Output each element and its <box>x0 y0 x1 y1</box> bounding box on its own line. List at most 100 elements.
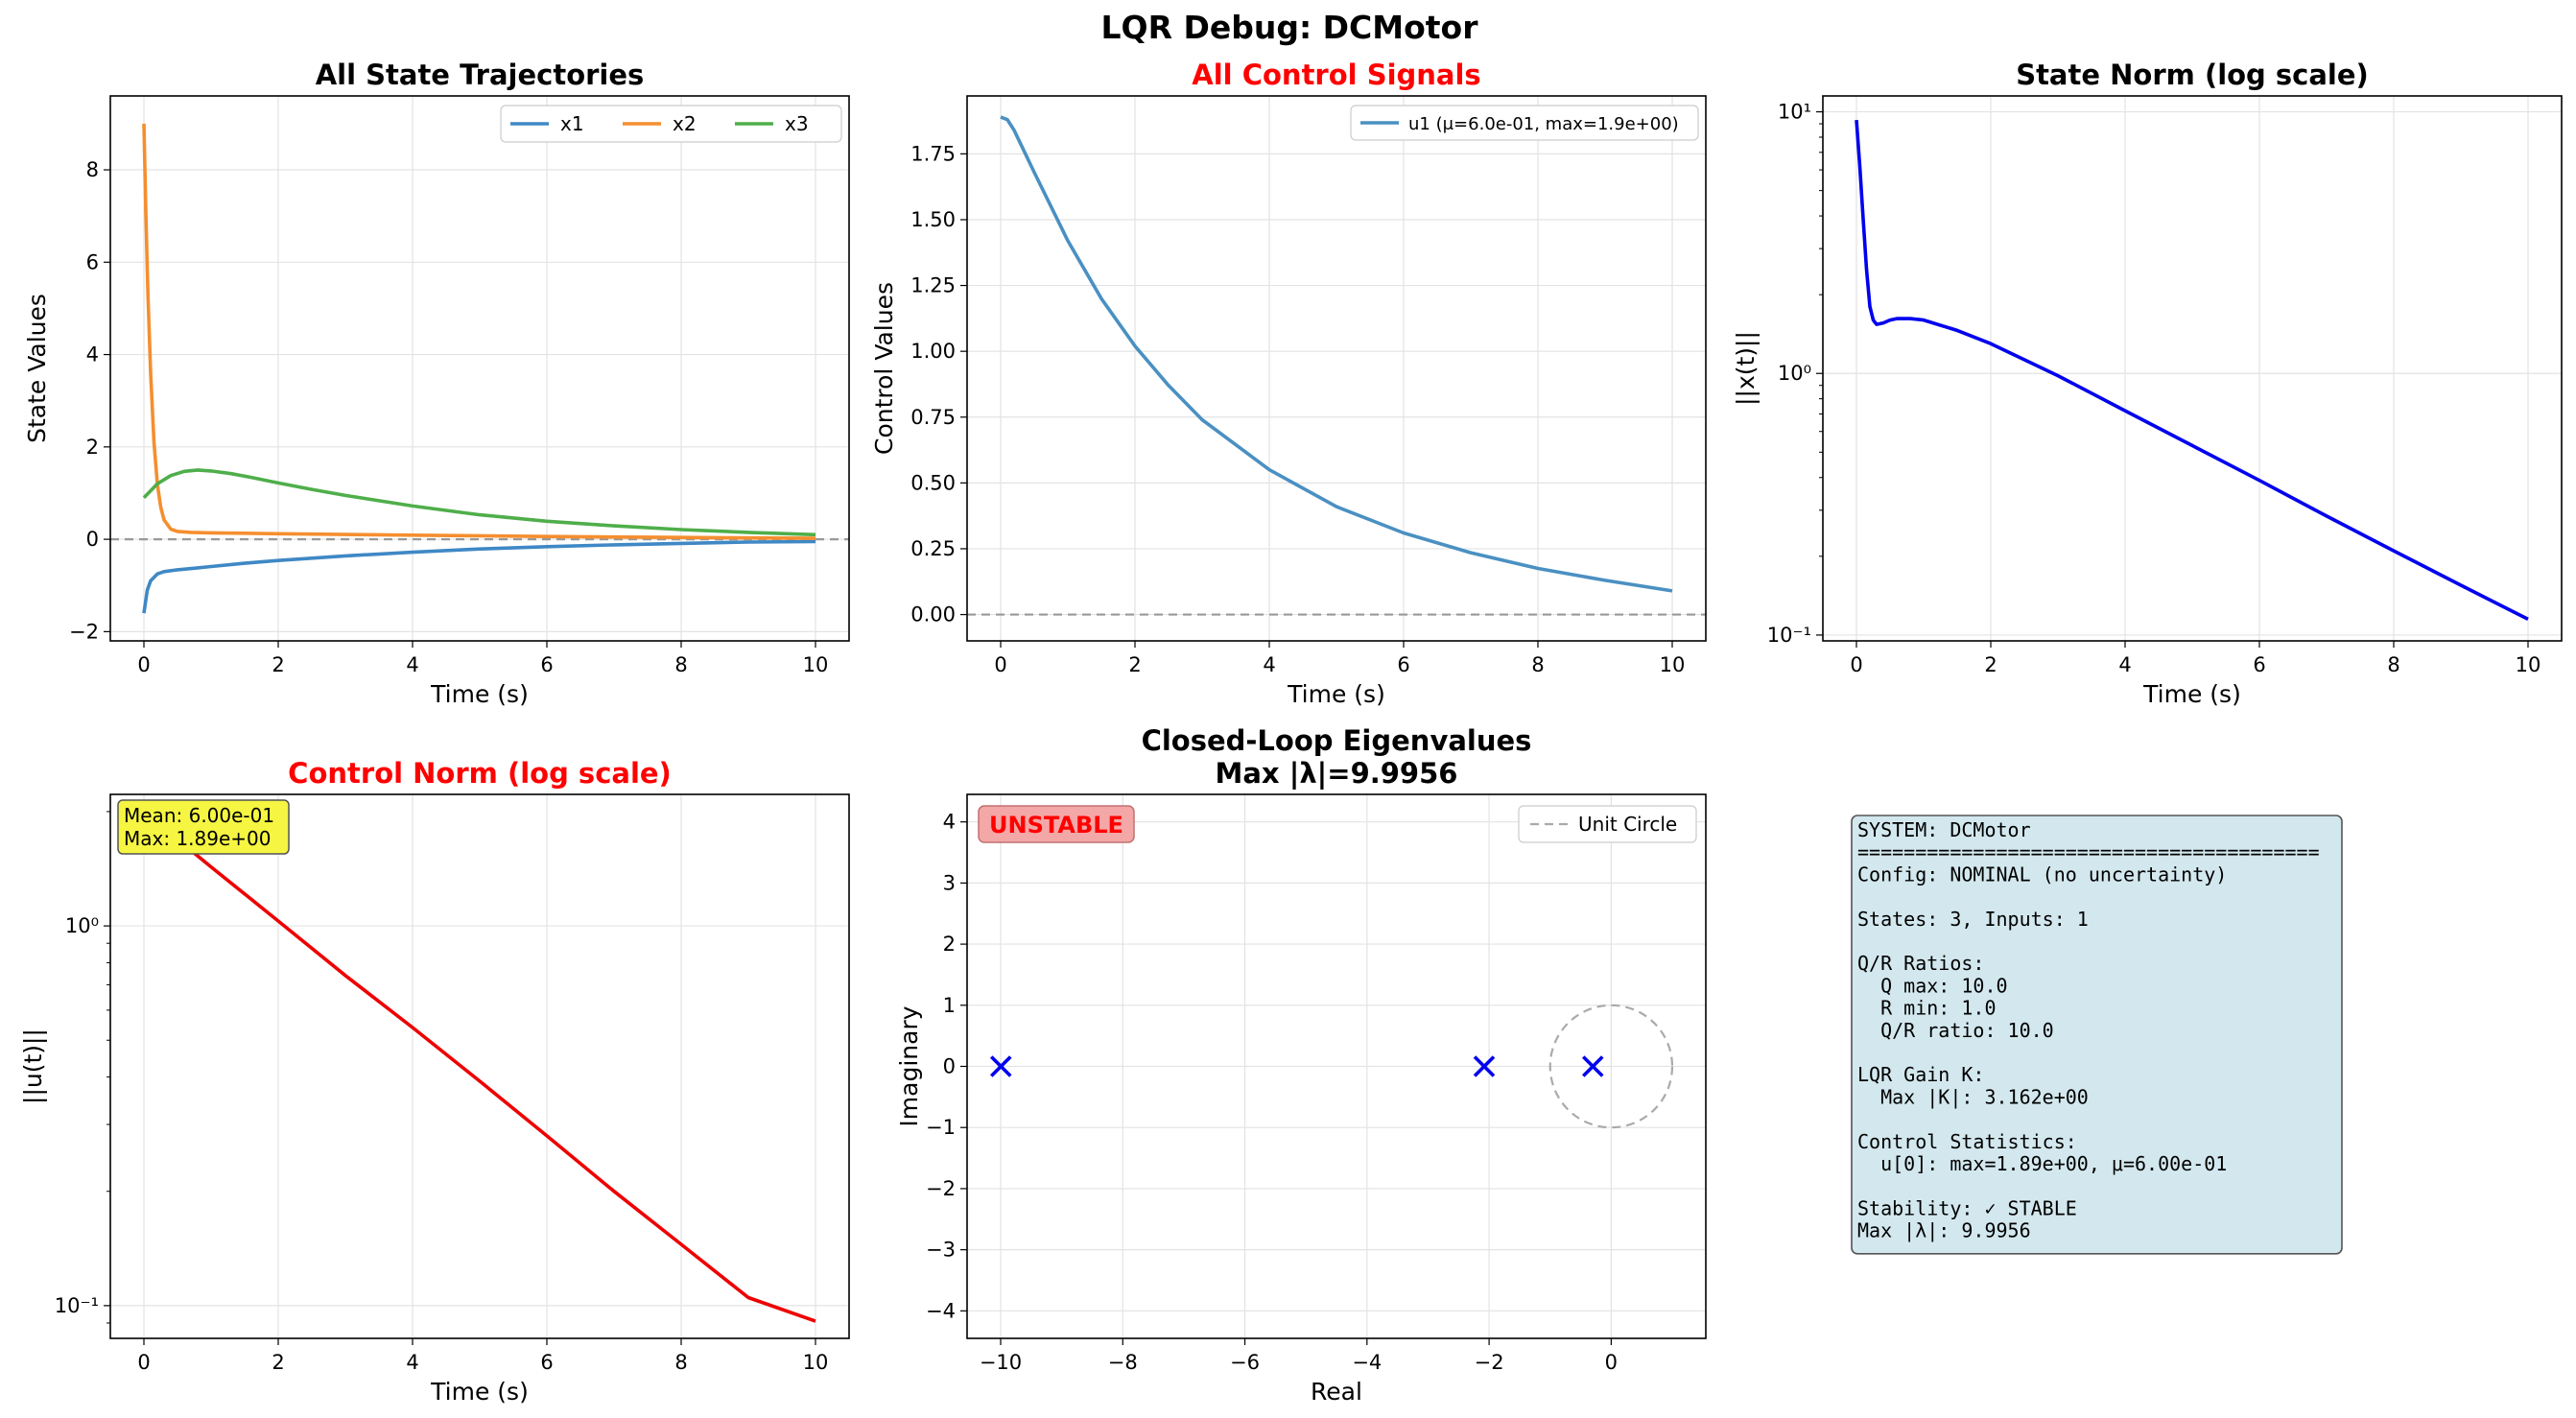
x-tick-label: −6 <box>1230 1351 1260 1374</box>
y-tick-label: 10⁰ <box>65 914 99 937</box>
x-tick-label: 8 <box>2387 653 2399 676</box>
stats-annotation-line: Mean: 6.00e-01 <box>124 804 274 827</box>
y-tick-label: 0.50 <box>910 471 956 494</box>
axes-frame <box>1822 95 2563 642</box>
x-tick-label: 8 <box>674 653 687 676</box>
y-tick-label: 10⁻¹ <box>55 1294 99 1317</box>
legend-label: Unit Circle <box>1578 813 1677 836</box>
axes-frame <box>109 95 850 642</box>
x-tick-label: 0 <box>994 653 1006 676</box>
y-tick-label: 1.00 <box>910 340 956 363</box>
y-tick-label: 0 <box>86 528 99 551</box>
y-axis-label: State Values <box>23 294 51 443</box>
stats-line: SYSTEM: DCMotor <box>1857 818 2031 841</box>
legend-box <box>1518 805 1697 843</box>
marker-stroke <box>1473 1055 1496 1077</box>
legend-label: x1 <box>560 112 584 135</box>
y-tick-label: 2 <box>943 933 956 956</box>
stats-line: LQR Gain K: <box>1857 1063 1984 1086</box>
y-tick-label: 1 <box>943 994 956 1017</box>
unstable-badge: UNSTABLE <box>989 812 1123 839</box>
stats-line: Q max: 10.0 <box>1857 974 2008 997</box>
x-tick-label: 10 <box>803 653 829 676</box>
y-tick-label: 0.25 <box>910 537 956 560</box>
axes-frame <box>109 793 850 1339</box>
y-tick-label: 10⁰ <box>1778 362 1811 385</box>
x-tick-label: −2 <box>1475 1351 1504 1374</box>
x-tick-label: 6 <box>540 653 553 676</box>
x-tick-label: 2 <box>272 1351 284 1374</box>
y-tick-label: 3 <box>943 871 956 894</box>
y-tick-label: −2 <box>69 620 99 643</box>
y-tick-label: 6 <box>86 250 99 273</box>
y-tick-label: 2 <box>86 436 99 459</box>
stats-line: Q/R Ratios: <box>1857 952 1984 975</box>
chart-state_norm: 0 2 4 6 8 10 10⁻¹ 10⁰ 10¹ State Norm (log scale) T… <box>1732 59 2563 708</box>
stats-line: Stability: ✓ STABLE <box>1857 1196 2077 1219</box>
figure-title: LQR Debug: DCMotor <box>1100 9 1478 46</box>
stats-line: States: 3, Inputs: 1 <box>1857 908 2089 931</box>
stats-line: R min: 1.0 <box>1857 997 1997 1020</box>
unstable-badge-box <box>978 805 1135 843</box>
chart-title: State Norm (log scale) <box>2016 59 2369 91</box>
x-tick-label: 4 <box>2118 653 2131 676</box>
y-tick-label: 1.75 <box>910 142 956 165</box>
stats-box <box>1851 815 2343 1255</box>
y-tick-label: 8 <box>86 158 99 181</box>
y-tick-label: 1.25 <box>910 274 956 297</box>
x-axis-label: Time (s) <box>1287 680 1385 708</box>
x-tick-label: 6 <box>2253 653 2265 676</box>
y-tick-label: −3 <box>926 1239 956 1262</box>
legend-box <box>500 105 842 143</box>
x-tick-label: 10 <box>1660 653 1686 676</box>
y-tick-label: 1.50 <box>910 208 956 231</box>
stats-annotation-box <box>117 799 290 855</box>
y-tick-label: 0.75 <box>910 406 956 429</box>
y-axis-label: ||u(t)|| <box>19 1028 47 1104</box>
series-line-state_norm <box>1855 119 2529 622</box>
y-tick-label: −1 <box>926 1116 956 1139</box>
x-tick-label: 2 <box>1128 653 1141 676</box>
y-axis-label: Control Values <box>870 282 898 455</box>
y-tick-label: 4 <box>86 343 99 366</box>
chart-title: All State Trajectories <box>316 59 645 91</box>
y-axis-label: Imaginary <box>895 1005 923 1126</box>
x-tick-label: −8 <box>1108 1351 1138 1374</box>
x-tick-label: 10 <box>803 1351 829 1374</box>
chart-states: 0 2 4 6 8 10 −2 0 2 4 6 8 x1 x2 x3 All State Trajectori… <box>23 59 850 708</box>
x-tick-label: 4 <box>406 653 418 676</box>
x-tick-label: 2 <box>272 653 284 676</box>
chart-subtitle: Max |λ|=9.9956 <box>1216 757 1458 790</box>
axes-frame <box>966 95 1707 642</box>
stats-line: ======================================== <box>1857 840 2320 863</box>
y-tick-label: 0 <box>943 1055 956 1078</box>
x-tick-label: 10 <box>2516 653 2541 676</box>
legend-label: x3 <box>785 112 809 135</box>
stats-panel: SYSTEM: DCMotor=========================… <box>1851 815 2343 1255</box>
chart-title: Control Norm (log scale) <box>288 757 672 790</box>
eigenvalue-marker <box>1581 1055 1604 1077</box>
x-tick-label: 0 <box>1850 653 1862 676</box>
series-line-x2 <box>142 123 816 540</box>
x-tick-label: 4 <box>1263 653 1275 676</box>
x-tick-label: 0 <box>1605 1351 1618 1374</box>
x-tick-label: 8 <box>674 1351 687 1374</box>
series-line-u1 <box>1000 115 1673 593</box>
chart-title: Closed-Loop Eigenvalues <box>1142 724 1532 757</box>
legend-label: x2 <box>673 112 697 135</box>
x-tick-label: 2 <box>1984 653 1997 676</box>
marker-stroke <box>1581 1055 1604 1077</box>
y-tick-label: 10⁻¹ <box>1767 624 1811 647</box>
x-tick-label: 4 <box>406 1351 418 1374</box>
legend-box <box>1350 105 1699 141</box>
y-tick-label: 4 <box>943 811 956 834</box>
chart-controls: 0 2 4 6 8 10 0.00 0.25 0.50 0.75 1.00 1.25 1.50 1.75 u… <box>870 59 1707 708</box>
x-tick-label: 8 <box>1531 653 1544 676</box>
x-tick-label: 0 <box>137 1351 150 1374</box>
x-tick-label: 6 <box>1397 653 1409 676</box>
stats-line: u[0]: max=1.89e+00, μ=6.00e-01 <box>1857 1152 2227 1175</box>
axes-frame <box>966 793 1707 1339</box>
